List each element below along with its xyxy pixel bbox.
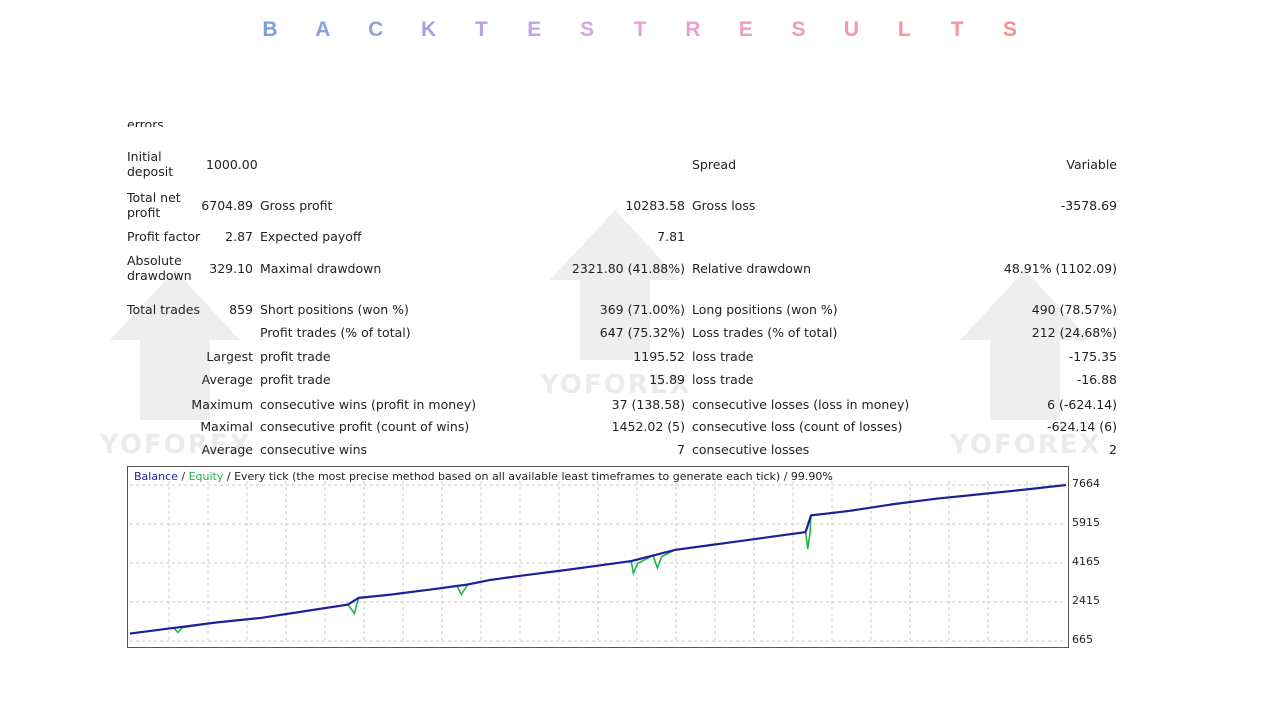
title-letter: L [897,18,911,41]
gross-profit-label: Gross profit [260,198,333,213]
expected-payoff-value: 7.81 [657,229,685,244]
y-tick-label: 2415 [1072,593,1100,607]
largest-label: Largest [206,349,253,364]
watermark-logo-center: YOFOREX [540,210,690,400]
gross-profit-value: 10283.58 [625,198,685,213]
avg-consec-losses-label: consecutive losses [692,442,810,457]
total-net-profit-label: Total net profit [127,190,181,220]
short-positions-label: Short positions (won %) [260,302,409,317]
absolute-drawdown-label: Absolute drawdown [127,253,192,283]
largest-profit-trade-value: 1195.52 [633,349,685,364]
initial-deposit-value: 1000.00 [206,157,258,172]
chart-plot-area [129,481,1067,642]
title-letter: B [262,18,278,41]
title-letter: T [475,18,488,41]
largest-profit-trade-label: profit trade [260,349,331,364]
loss-trades-value: 212 (24.68%) [1031,325,1117,340]
watermark-logo-right: YOFOREX [950,270,1100,460]
loss-trades-label: Loss trades (% of total) [692,325,838,340]
long-positions-label: Long positions (won %) [692,302,838,317]
absolute-drawdown-value: 329.10 [209,261,253,276]
y-tick-label: 4165 [1072,554,1100,568]
title-letter: A [315,18,331,41]
maximal-consec-profit-value: 1452.02 (5) [611,419,685,434]
profit-trades-value: 647 (75.32%) [599,325,685,340]
watermark-text: YOFOREX [540,370,692,400]
maximal-label: Maximal [200,419,253,434]
title-letter: U [843,18,859,41]
largest-loss-trade-label: loss trade [692,349,754,364]
title-letter: S [791,18,806,41]
short-positions-value: 369 (71.00%) [599,302,685,317]
y-tick-label: 7664 [1072,477,1100,490]
chart-header: Balance / Equity / Every tick (the most … [134,470,833,483]
series-line-balance [129,483,1067,635]
watermark-logo-icon [550,210,680,360]
maximal-consec-loss-value: -624.14 (6) [1047,419,1117,434]
average-loss-trade-label: loss trade [692,372,754,387]
title-letter: C [368,18,384,41]
total-trades-label: Total trades [127,302,201,317]
total-trades-value: 859 [229,302,253,317]
title-letter: T [950,18,964,41]
average-profit-trade-value: 15.89 [649,372,685,387]
average-label: Average [201,372,253,387]
gross-loss-value: -3578.69 [1060,198,1117,213]
gross-loss-label: Gross loss [692,198,756,213]
y-tick-label: 665 [1072,633,1093,646]
total-net-profit-value: 6704.89 [201,198,253,213]
watermark-text: YOFOREX [100,430,252,460]
title-letter: S [1002,18,1017,41]
maximal-drawdown-label: Maximal drawdown [260,261,382,276]
maximal-consec-profit-label: consecutive profit (count of wins) [260,419,470,434]
long-positions-value: 490 (78.57%) [1031,302,1117,317]
watermark-logo-icon [110,270,240,420]
title-letter: S [580,18,595,41]
title-letter: E [527,18,542,41]
balance-equity-chart: Balance / Equity / Every tick (the most … [127,466,1069,648]
max-consec-losses-label: consecutive losses (loss in money) [692,397,910,412]
legend-equity: Equity [188,470,224,483]
title-letter: T [633,18,647,41]
max-consec-wins-value: 37 (138.58) [611,397,685,412]
average2-label: Average [201,442,253,457]
relative-drawdown-label: Relative drawdown [692,261,812,276]
average-loss-trade-value: -16.88 [1076,372,1117,387]
initial-deposit-label: Initial deposit [127,149,174,179]
errors-label-partial: errors [127,117,164,127]
y-tick-label: 5915 [1072,515,1100,529]
title-letter: K [420,18,437,41]
avg-consec-losses-value: 2 [1109,442,1117,457]
avg-consec-wins-value: 7 [677,442,685,457]
spread-label: Spread [692,157,737,172]
relative-drawdown-value: 48.91% (1102.09) [1003,261,1117,276]
legend-separator: / [177,470,189,483]
title-letter: E [738,18,753,41]
profit-factor-label: Profit factor [127,229,201,244]
backtest-report: errors Initial deposit 1000.00 Spread Va… [127,117,1117,457]
max-consec-losses-value: 6 (-624.14) [1047,397,1117,412]
watermark-logo-icon [960,270,1090,420]
chart-method-description: / Every tick (the most precise method ba… [223,470,833,483]
average-profit-trade-label: profit trade [260,372,331,387]
spread-value: Variable [1066,157,1117,172]
maximal-drawdown-value: 2321.80 (41.88%) [571,261,685,276]
largest-loss-trade-value: -175.35 [1068,349,1117,364]
legend-balance: Balance [134,470,178,483]
watermark-logo-left: YOFOREX [100,270,250,460]
avg-consec-wins-label: consecutive wins [260,442,368,457]
maximal-consec-loss-label: consecutive loss (count of losses) [692,419,903,434]
watermark-text: YOFOREX [950,430,1102,460]
profit-trades-label: Profit trades (% of total) [260,325,411,340]
expected-payoff-label: Expected payoff [260,229,362,244]
title-letter: R [685,18,701,41]
max-consec-wins-label: consecutive wins (profit in money) [260,397,477,412]
profit-factor-value: 2.87 [225,229,253,244]
maximum-label: Maximum [191,397,253,412]
